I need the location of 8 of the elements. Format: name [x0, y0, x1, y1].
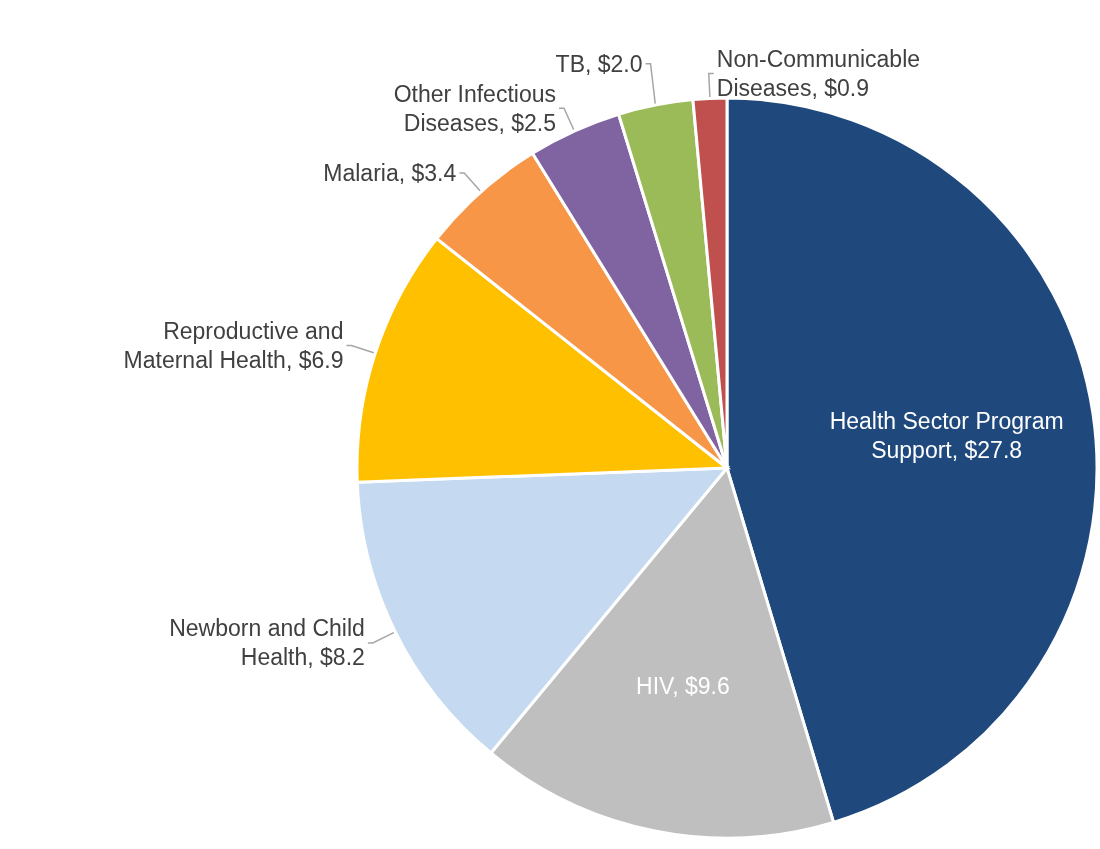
slice-label: Other Infectious Diseases, $2.5: [393, 80, 556, 136]
slice-label: TB, $2.0: [555, 50, 643, 77]
slice-label: Non-Communicable Diseases, $0.9: [716, 45, 921, 101]
slice-label: HIV, $9.6: [636, 672, 730, 699]
slice-label: Reproductive and Maternal Health, $6.9: [123, 318, 344, 374]
slice-label: Health Sector Program Support, $27.8: [829, 408, 1064, 464]
slice-label: Newborn and Child Health, $8.2: [169, 615, 365, 671]
slice-label: Malaria, $3.4: [323, 160, 457, 187]
